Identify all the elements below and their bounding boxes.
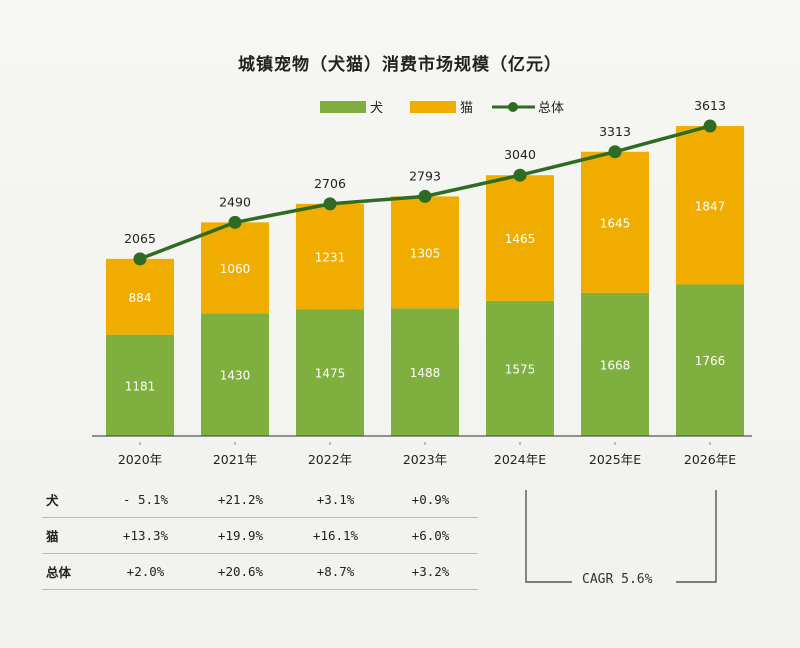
bar-dog xyxy=(201,313,269,436)
table-cell: +13.3% xyxy=(122,528,169,543)
axis-layer: 2020年 2021年 2022年 2023年 2024年E 2025年E 2026年E xyxy=(92,435,752,467)
bar-labels-layer: 1181 884 1430 1060 1475 1231 1488 1305 1575 1465 1… xyxy=(125,199,726,393)
table-row: 猫 +13.3% +19.9% +16.1% +6.0% xyxy=(42,518,478,554)
cagr-bracket xyxy=(525,490,717,583)
bar-cat xyxy=(676,126,744,285)
bar-label-cat: 1305 xyxy=(410,246,441,260)
bar-dog xyxy=(486,300,554,436)
bar-label-cat: 884 xyxy=(129,291,152,305)
legend-marker-total xyxy=(508,102,518,112)
table-row: 总体 +2.0% +20.6% +8.7% +3.2% xyxy=(42,554,478,590)
x-tick-label: 2020年 xyxy=(118,452,162,467)
bar-dog xyxy=(106,334,174,436)
bar-label-dog: 1475 xyxy=(315,367,346,381)
total-point xyxy=(323,197,337,211)
table-cell: +8.7% xyxy=(316,564,355,579)
table-cell: +3.2% xyxy=(411,564,450,579)
legend: 犬 猫 总体 xyxy=(320,101,564,116)
table-cell: +2.0% xyxy=(126,564,165,579)
bar-label-cat: 1645 xyxy=(600,216,631,230)
table-cell: +6.0% xyxy=(411,528,450,543)
x-tick-label: 2024年E xyxy=(494,452,546,467)
bar-cat xyxy=(391,196,459,309)
bar-cat xyxy=(106,258,174,335)
total-value-label: 2793 xyxy=(409,168,441,183)
bar-label-cat: 1465 xyxy=(505,232,536,246)
bar-cat xyxy=(296,203,364,310)
chart-title: 城镇宠物（犬猫）消费市场规模（亿元） xyxy=(238,55,562,75)
total-point xyxy=(418,189,432,203)
row-label: 总体 xyxy=(46,565,72,580)
x-tick-label: 2022年 xyxy=(308,452,352,467)
total-value-label: 2490 xyxy=(219,194,251,209)
bar-dog xyxy=(391,308,459,436)
cagr-bracket-left xyxy=(525,490,572,583)
bar-label-dog: 1766 xyxy=(695,354,726,368)
table-cell: +16.1% xyxy=(312,528,359,543)
table-cell: +3.1% xyxy=(316,492,355,507)
legend-label-dog: 犬 xyxy=(370,101,383,116)
total-point xyxy=(608,145,622,159)
cagr-label: CAGR 5.6% xyxy=(582,572,653,587)
total-value-label: 2065 xyxy=(124,231,156,246)
table-cell: +21.2% xyxy=(217,492,264,507)
table-cell: +20.6% xyxy=(217,564,264,579)
bar-label-dog: 1488 xyxy=(410,366,441,380)
table-cell: +0.9% xyxy=(411,492,450,507)
growth-table: 犬 - 5.1% +21.2% +3.1% +0.9% 猫 +13.3% +19… xyxy=(42,482,478,590)
legend-label-total: 总体 xyxy=(538,101,564,116)
bar-label-cat: 1847 xyxy=(695,199,726,213)
table-cell: +19.9% xyxy=(217,528,264,543)
total-line-layer: 2065 2490 2706 2793 3040 3313 3613 xyxy=(124,98,726,266)
bar-dog xyxy=(676,284,744,436)
bar-label-dog: 1430 xyxy=(220,369,251,383)
cagr-bracket-right xyxy=(676,490,717,583)
x-tick-label: 2026年E xyxy=(684,452,736,467)
bar-label-dog: 1181 xyxy=(125,379,156,393)
row-label: 猫 xyxy=(46,529,59,544)
bar-label-cat: 1060 xyxy=(220,262,251,276)
bar-label-dog: 1575 xyxy=(505,362,536,376)
bar-dog xyxy=(581,292,649,436)
legend-swatch-dog xyxy=(320,101,366,113)
x-tick-label: 2025年E xyxy=(589,452,641,467)
table-row: 犬 - 5.1% +21.2% +3.1% +0.9% xyxy=(42,482,478,518)
total-point xyxy=(703,119,717,133)
legend-label-cat: 猫 xyxy=(460,101,473,116)
total-point xyxy=(133,252,147,266)
row-label: 犬 xyxy=(46,493,59,508)
bars-layer xyxy=(106,126,744,436)
total-value-label: 3613 xyxy=(694,98,726,113)
total-value-label: 2706 xyxy=(314,176,346,191)
bar-cat xyxy=(201,222,269,314)
x-tick-label: 2023年 xyxy=(403,452,447,467)
total-point xyxy=(513,168,527,182)
x-tick-label: 2021年 xyxy=(213,452,257,467)
bar-label-cat: 1231 xyxy=(315,251,346,265)
total-point xyxy=(228,215,242,229)
legend-swatch-cat xyxy=(410,101,456,113)
table-cell: - 5.1% xyxy=(122,492,169,507)
bar-dog xyxy=(296,309,364,436)
total-value-label: 3040 xyxy=(504,147,536,162)
bar-cat xyxy=(486,175,554,301)
total-value-label: 3313 xyxy=(599,124,631,139)
bar-cat xyxy=(581,151,649,293)
bar-label-dog: 1668 xyxy=(600,358,631,372)
